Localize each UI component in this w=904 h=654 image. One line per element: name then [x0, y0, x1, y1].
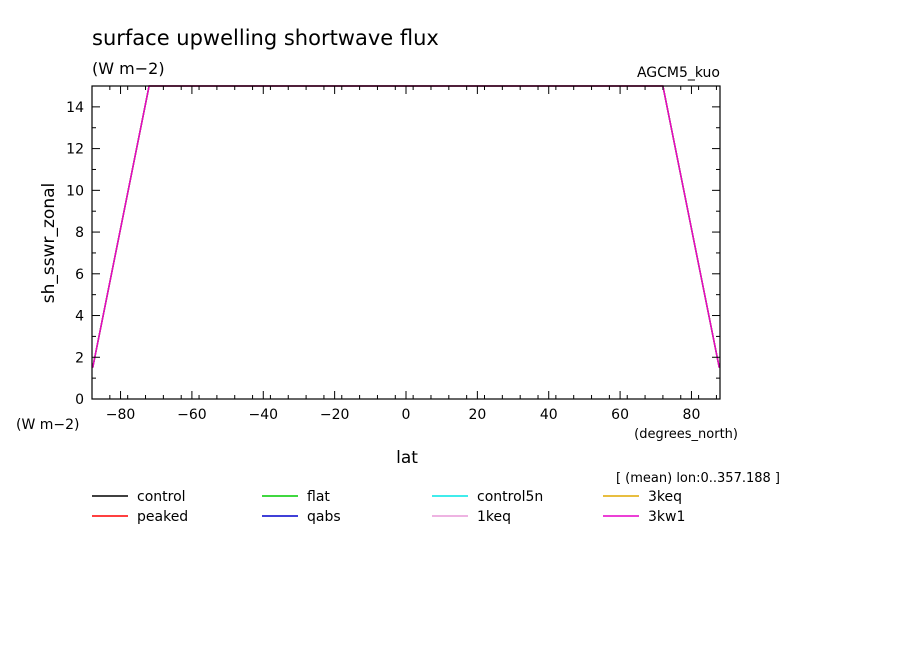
series-line-peaked — [92, 85, 720, 368]
y-tick-label: 6 — [75, 267, 84, 283]
y-tick-label: 14 — [66, 100, 84, 116]
legend-label-flat: flat — [307, 489, 330, 505]
chart-title: surface upwelling shortwave flux — [92, 26, 439, 50]
series-layer — [92, 85, 720, 368]
series-line-3keq — [92, 85, 720, 368]
y-tick-label: 0 — [75, 392, 84, 408]
x-axis-label: lat — [396, 448, 418, 468]
x-tick-label: 80 — [683, 407, 701, 423]
x-tick-label: −60 — [177, 407, 207, 423]
legend-label-control5n: control5n — [477, 489, 543, 505]
legend-label-1keq: 1keq — [477, 509, 511, 525]
x-tick-label: 20 — [468, 407, 486, 423]
series-line-1keq — [92, 85, 720, 368]
y-unit-label: (W m−2) — [16, 417, 80, 433]
y-tick-label: 8 — [75, 225, 84, 241]
legend-label-peaked: peaked — [137, 509, 188, 525]
lon-annotation: [ (mean) lon:0..357.188 ] — [616, 471, 780, 486]
series-line-control — [92, 85, 720, 368]
y-tick-label: 12 — [66, 142, 84, 158]
legend: control peaked flat qabs control5n 1keq 3keq 3k… — [92, 489, 685, 525]
axes-layer: −80 −60 −40 −20 0 20 40 60 80 0 2 4 6 8 10 12 14 — [66, 85, 721, 423]
x-tick-label: −20 — [320, 407, 350, 423]
plot-frame — [91, 85, 721, 400]
model-label: AGCM5_kuo — [637, 65, 720, 81]
legend-label-3kw1: 3kw1 — [648, 509, 685, 525]
legend-label-qabs: qabs — [307, 509, 341, 525]
x-tick-label: 40 — [540, 407, 558, 423]
x-tick-label: 60 — [611, 407, 629, 423]
x-tick-label: −40 — [248, 407, 278, 423]
y-tick-label: 10 — [66, 183, 84, 199]
y-tick-label: 2 — [75, 350, 84, 366]
y-tick-label: 4 — [75, 309, 84, 325]
series-line-control5n — [92, 85, 720, 368]
legend-label-control: control — [137, 489, 186, 505]
y-axis-label: sh_sswr_zonal — [39, 183, 59, 303]
legend-label-3keq: 3keq — [648, 489, 682, 505]
x-unit-label: (degrees_north) — [634, 427, 738, 442]
series-line-flat — [92, 85, 720, 368]
x-tick-label: −80 — [106, 407, 136, 423]
series-line-3kw1 — [92, 85, 720, 368]
chart-subtitle: (W m−2) — [92, 59, 165, 78]
series-line-qabs — [92, 85, 720, 368]
x-tick-label: 0 — [402, 407, 411, 423]
